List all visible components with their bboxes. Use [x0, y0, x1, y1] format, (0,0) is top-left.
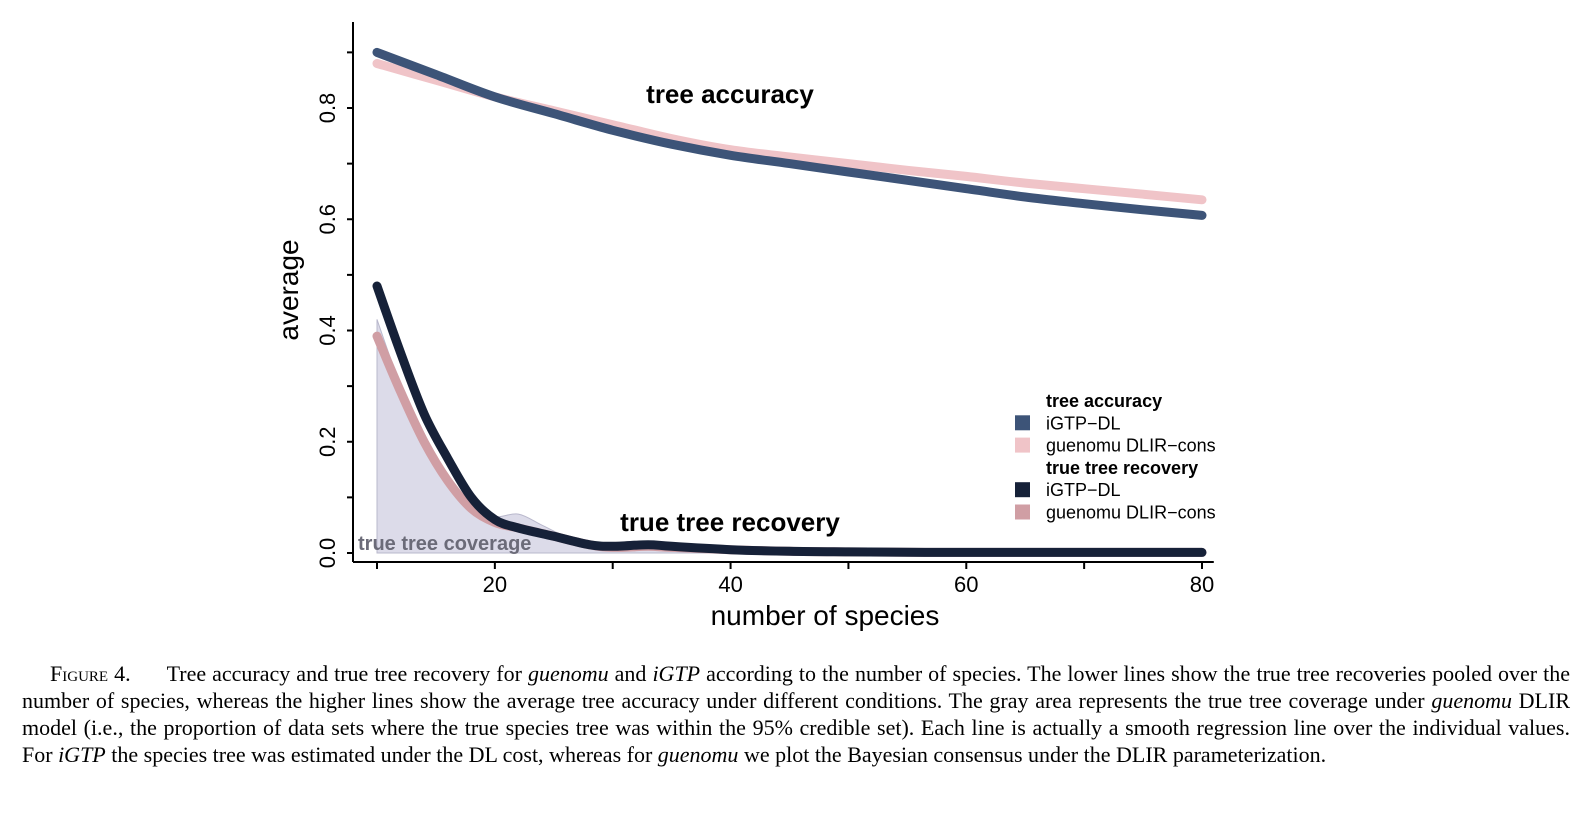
- caption-italic-term: iGTP: [58, 742, 106, 767]
- legend-label: guenomu DLIR−cons: [1046, 503, 1216, 523]
- caption-italic-term: iGTP: [652, 661, 701, 686]
- axes-layer: 0.0 0.2 0.4 0.6 0.8 20 40 60 80 number of species…: [273, 22, 1214, 631]
- legend-label: iGTP−DL: [1046, 480, 1121, 500]
- annotation-true-tree-recovery: true tree recovery: [620, 507, 840, 537]
- caption-segment: the species tree was estimated under the…: [105, 742, 658, 767]
- caption-segment: DLIR model (i.e., the proportion of data…: [22, 688, 1570, 767]
- x-tick-label: 20: [483, 572, 507, 597]
- series-line-tree-accuracy-igtp-dl: [372, 47, 1207, 220]
- y-axis-label: average: [273, 239, 304, 340]
- figure-label: Figure 4.: [50, 661, 131, 686]
- y-tick-label: 0.8: [315, 93, 340, 124]
- caption-italic-term: guenomu: [527, 661, 609, 686]
- y-tick-label: 0.0: [315, 538, 340, 569]
- legend-swatch: [1015, 482, 1030, 498]
- caption-segment: according to the number of species. The …: [22, 661, 1570, 713]
- legend-group-title: true tree recovery: [1046, 458, 1198, 478]
- legend-swatch: [1015, 504, 1030, 520]
- legend-swatch: [1015, 437, 1030, 453]
- y-tick-label: 0.2: [315, 426, 340, 457]
- caption-segment: Tree accuracy and true tree recovery for: [166, 661, 528, 686]
- legend-swatch: [1015, 415, 1030, 431]
- caption-italic-term: guenomu: [1431, 688, 1512, 713]
- legend-label: guenomu DLIR−cons: [1046, 436, 1216, 456]
- caption-italic-term: guenomu: [657, 742, 739, 767]
- x-axis-label: number of species: [711, 600, 940, 631]
- annotation-tree-accuracy: tree accuracy: [646, 79, 814, 109]
- x-tick-label: 60: [954, 572, 978, 597]
- y-tick-label: 0.4: [315, 315, 340, 346]
- x-tick-label: 40: [718, 572, 742, 597]
- y-tick-label: 0.6: [315, 204, 340, 235]
- legend-group-title: tree accuracy: [1046, 391, 1162, 411]
- annotation-true-tree-coverage: true tree coverage: [358, 533, 531, 555]
- caption-segment: we plot the Bayesian consensus under the…: [738, 742, 1327, 767]
- figure-caption: Figure 4. Tree accuracy and true tree rec…: [22, 660, 1570, 768]
- line-chart: 0.0 0.2 0.4 0.6 0.8 20 40 60 80 number of species…: [273, 22, 1216, 631]
- annotations-layer: tree accuracy true tree recovery true tree…: [358, 79, 840, 555]
- series-line-true-tree-recovery-igtp-dl: [372, 281, 1207, 557]
- caption-text: Tree accuracy and true tree recovery for…: [22, 661, 1570, 767]
- legend-label: iGTP−DL: [1046, 413, 1121, 433]
- caption-segment: and: [608, 661, 653, 686]
- series-layer: [372, 47, 1207, 557]
- x-tick-label: 80: [1190, 572, 1214, 597]
